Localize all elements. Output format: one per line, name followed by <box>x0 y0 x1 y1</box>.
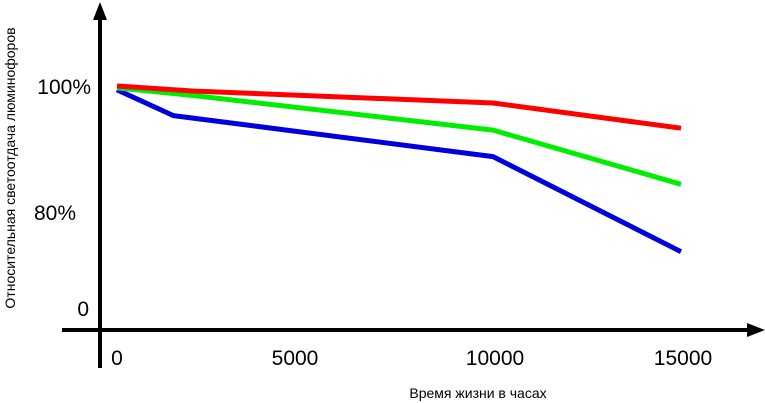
series-line <box>116 83 682 131</box>
y-axis-arrow <box>93 2 107 20</box>
series-line <box>116 85 682 187</box>
x-tick-label: 15000 <box>654 347 712 370</box>
x-axis-arrow <box>747 323 765 337</box>
series-layer <box>115 83 683 254</box>
x-tick-label: 5000 <box>272 347 319 370</box>
x-tick-label: 10000 <box>466 347 524 370</box>
x-axis-title: Время жизни в часах <box>409 385 546 401</box>
y-tick-label: 100% <box>37 76 91 99</box>
y-axis-title: Относительная светоотдача люминофоров <box>2 27 18 308</box>
x-tick-label: 0 <box>111 347 123 370</box>
y-tick-label: 0 <box>77 298 89 321</box>
axes <box>62 2 765 368</box>
series-line <box>115 87 683 254</box>
y-tick-label: 80% <box>34 202 76 225</box>
ticks-layer: 0 5000 10000 15000 0 80% 100% <box>34 76 712 370</box>
